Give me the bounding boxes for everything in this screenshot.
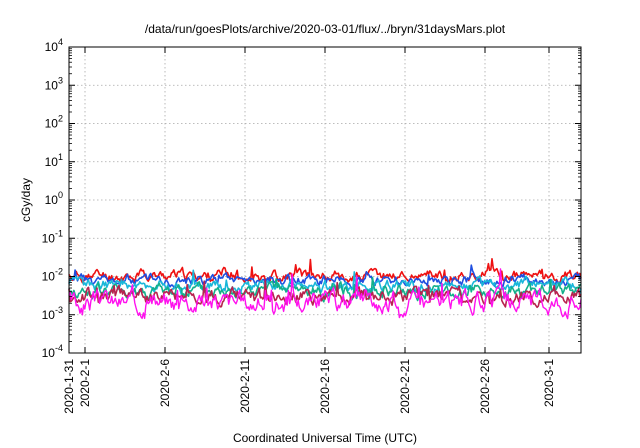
x-tick-label: 2020-2-16	[318, 359, 332, 414]
series-line	[68, 257, 582, 285]
chart-title: /data/run/goesPlots/archive/2020-03-01/f…	[145, 22, 506, 36]
series-line	[68, 279, 582, 309]
y-tick-label: 101	[45, 152, 63, 169]
x-tick-label: 2020-3-1	[542, 359, 556, 407]
series-group	[68, 257, 582, 320]
x-axis: 2020-1-31 2020-2-1 2020-2-6 2020-2-11 2020-2…	[62, 47, 556, 414]
y-axis-label: cGy/day	[19, 178, 33, 222]
grid	[69, 47, 581, 353]
x-tick-label: 2020-2-26	[478, 359, 492, 414]
y-axis: 104 103 102 101 100 10-1 10-2 10-3 10-4	[42, 37, 581, 360]
x-tick-label: 2020-2-6	[158, 359, 172, 407]
series-line	[68, 264, 582, 290]
y-tick-label: 10-3	[42, 305, 63, 322]
y-tick-label: 104	[45, 37, 63, 54]
y-tick-label: 102	[45, 114, 63, 131]
y-tick-label: 10-1	[42, 228, 63, 245]
y-tick-label: 100	[45, 190, 63, 207]
y-tick-label: 103	[45, 75, 63, 92]
series-line	[68, 269, 582, 295]
x-axis-label: Coordinated Universal Time (UTC)	[233, 431, 417, 445]
x-tick-label: 2020-2-1	[78, 359, 92, 407]
x-tick-label: 2020-2-11	[238, 359, 252, 413]
y-tick-label: 10-4	[42, 343, 63, 360]
x-tick-label: 2020-1-31	[62, 359, 76, 414]
x-tick-label: 2020-2-21	[398, 359, 412, 414]
y-tick-label: 10-2	[42, 267, 63, 284]
series-line	[68, 268, 582, 320]
